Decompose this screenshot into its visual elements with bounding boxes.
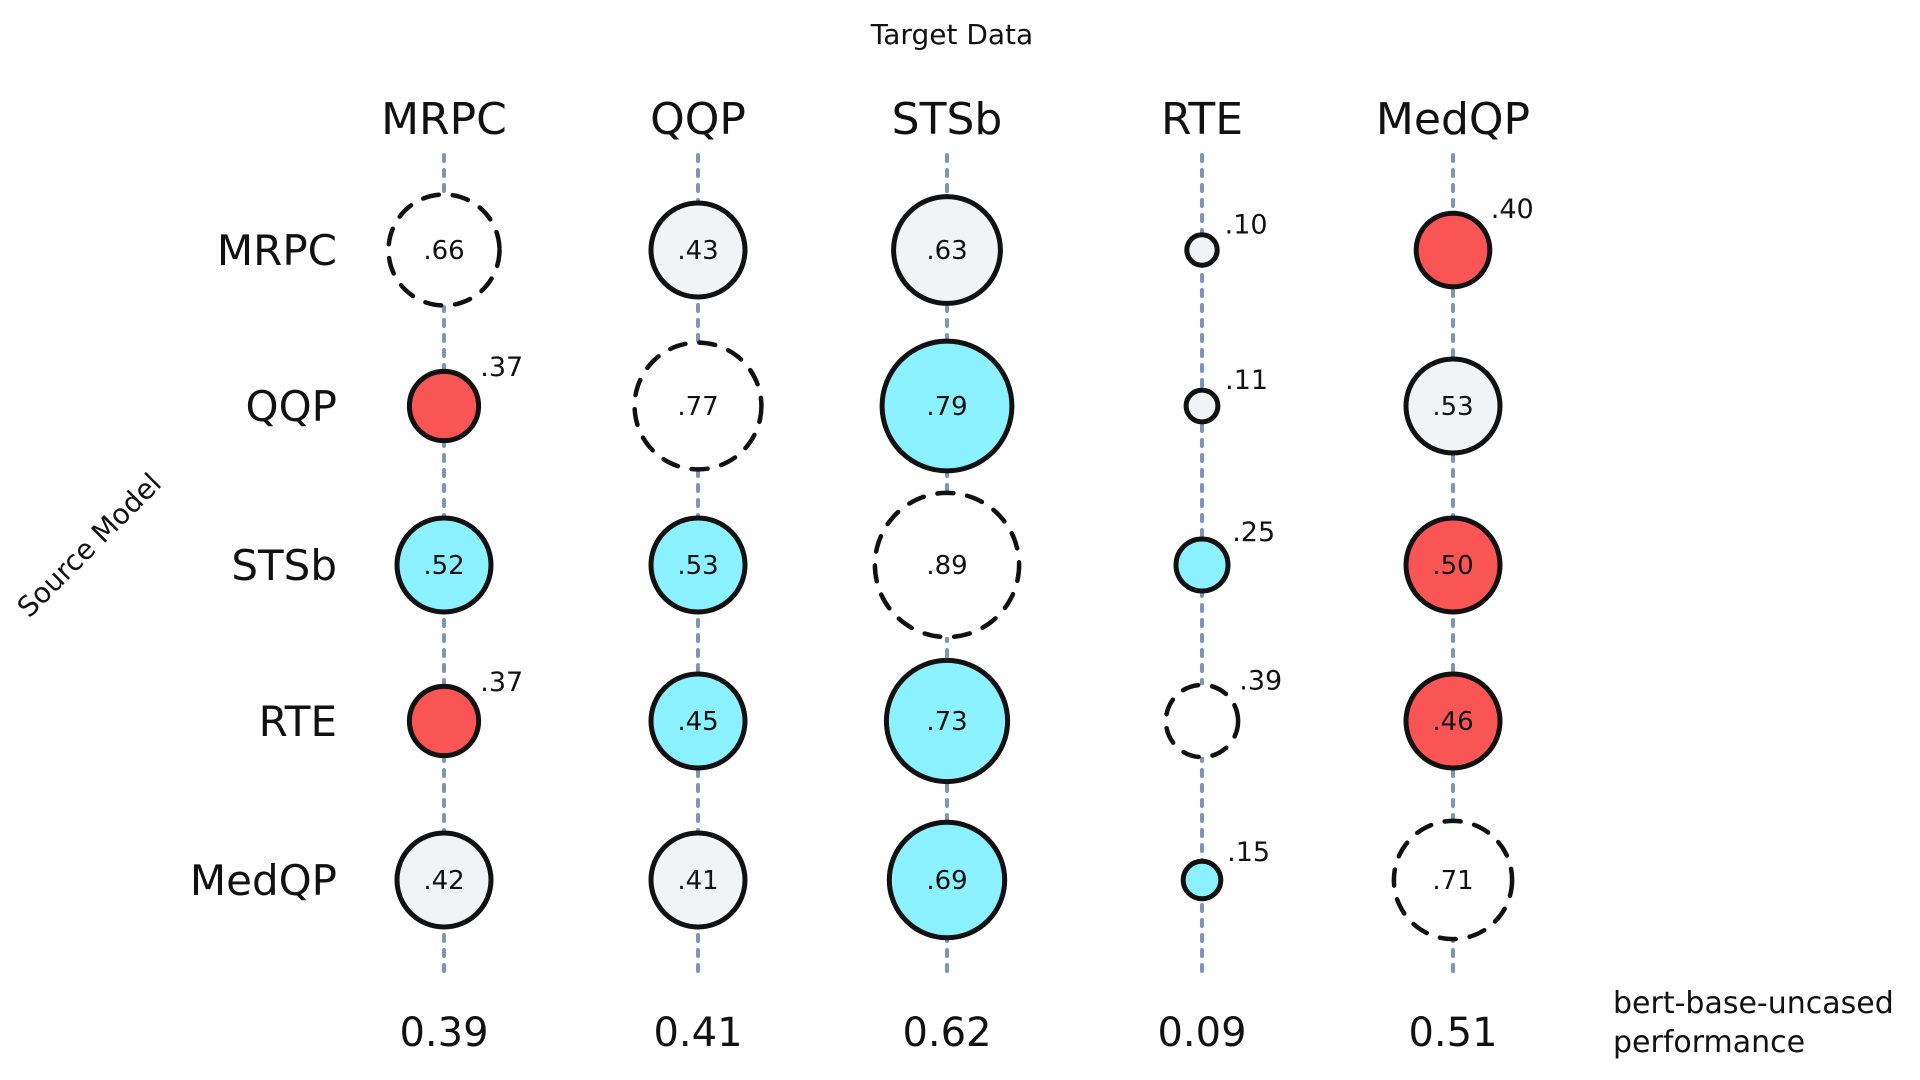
bubble-cell: .43 (648, 200, 748, 300)
column-header: QQP (650, 94, 746, 145)
baseline-value: 0.62 (902, 1010, 991, 1056)
bubble-worse (1403, 515, 1503, 615)
bubble-cell: .52 (394, 515, 494, 615)
bubble-cell: .79 (879, 338, 1015, 474)
bubble-diagonal (632, 340, 764, 472)
bubble-value-label: .11 (1225, 365, 1268, 396)
bubble-value-label: .41 (677, 866, 718, 896)
bubble-cell: .37 (406, 352, 523, 444)
column-header: STSb (892, 94, 1003, 145)
baseline-caption-line2: performance (1613, 1025, 1805, 1060)
bubble-value-label: .43 (677, 236, 718, 266)
bubble-value-label: .10 (1225, 209, 1268, 240)
bubble-cell: .25 (1173, 517, 1275, 594)
bubble-worse (1413, 210, 1493, 290)
bubble-value-label: .66 (423, 236, 464, 266)
bubble-neutral (1184, 232, 1220, 268)
bubble-value-label: .39 (1239, 666, 1282, 697)
bubble-cell: .71 (1391, 818, 1515, 942)
bubble-cell: .50 (1403, 515, 1503, 615)
bubble-better (648, 671, 748, 771)
bubble-neutral (891, 194, 1003, 306)
bubble-value-label: .53 (677, 551, 718, 581)
bubble-value-label: .73 (926, 707, 967, 737)
bubble-cell: .40 (1413, 194, 1534, 290)
column-headers: MRPC QQP STSb RTE MedQP (381, 94, 1530, 145)
baseline-caption-line1: bert-base-uncased (1613, 986, 1894, 1021)
column-header: MRPC (381, 94, 507, 145)
bubble-value-label: .45 (677, 707, 718, 737)
bubble-better (879, 338, 1015, 474)
bubble-better (648, 515, 748, 615)
bubble-value-label: .42 (423, 866, 464, 896)
bubble-value-label: .52 (423, 551, 464, 581)
bubble-value-label: .77 (677, 392, 718, 422)
bubble-cell: .69 (886, 819, 1008, 941)
column-header: RTE (1161, 94, 1243, 145)
baseline-value: 0.41 (653, 1010, 742, 1056)
bubble-diagonal (872, 490, 1022, 640)
bubble-neutral (394, 830, 494, 930)
row-label: QQP (246, 382, 337, 431)
bubble-value-label: .37 (480, 352, 523, 383)
bubble-better (1173, 536, 1231, 594)
bubble-diagonal (1391, 818, 1515, 942)
baseline-value: 0.51 (1408, 1010, 1497, 1056)
bubble-cell: .41 (648, 830, 748, 930)
bubble-neutral (1183, 387, 1221, 425)
baseline-value: 0.09 (1157, 1010, 1246, 1056)
bubble-value-label: .53 (1432, 392, 1473, 422)
bubble-neutral (648, 830, 748, 930)
baseline-values: 0.39 0.41 0.62 0.09 0.51 (399, 1010, 1497, 1056)
bubble-better (394, 515, 494, 615)
bubble-cell: .63 (891, 194, 1003, 306)
bubble-value-label: .63 (926, 236, 967, 266)
bubble-better (1180, 858, 1224, 902)
bubble-better (883, 657, 1011, 785)
bubble-cell: .53 (648, 515, 748, 615)
bubble-neutral (648, 200, 748, 300)
row-label: MedQP (190, 856, 337, 905)
bubble-diagonal (386, 192, 502, 308)
bubble-value-label: .71 (1432, 866, 1473, 896)
bubble-better (886, 819, 1008, 941)
row-label: MRPC (217, 226, 337, 275)
row-label: STSb (231, 541, 337, 590)
bubble-value-label: .50 (1432, 551, 1473, 581)
bubble-cell: .10 (1184, 209, 1268, 268)
bubble-cell: .77 (632, 340, 764, 472)
bubble-worse (1403, 671, 1503, 771)
bubble-cell: .37 (406, 667, 523, 759)
chart-title: Target Data (870, 18, 1033, 51)
bubble-value-label: .46 (1432, 707, 1473, 737)
bubble-value-label: .89 (926, 551, 967, 581)
y-axis-label: Source Model (11, 467, 168, 624)
bubble-cell: .89 (872, 490, 1022, 640)
bubble-value-label: .25 (1232, 517, 1275, 548)
baseline-value: 0.39 (399, 1010, 488, 1056)
bubble-diagonal (1163, 682, 1241, 760)
bubble-cell: .66 (386, 192, 502, 308)
row-labels: MRPC QQP STSb RTE MedQP (190, 226, 337, 905)
bubble-cell: .15 (1180, 837, 1270, 902)
bubble-value-label: .37 (480, 667, 523, 698)
bubbles: .66 .43 .63 .10 .40 .37 .77 .79 .11 .53 .52 .53 .89.… (386, 192, 1534, 942)
row-label: RTE (259, 697, 337, 746)
bubble-cell: .53 (1403, 356, 1503, 456)
bubble-cell: .11 (1183, 365, 1268, 425)
bubble-neutral (1403, 356, 1503, 456)
bubble-value-label: .15 (1227, 837, 1270, 868)
column-header: MedQP (1376, 94, 1530, 145)
bubble-cell: .46 (1403, 671, 1503, 771)
bubble-worse (406, 368, 482, 444)
bubble-cell: .45 (648, 671, 748, 771)
bubble-cell: .42 (394, 830, 494, 930)
bubble-cell: .73 (883, 657, 1011, 785)
bubble-worse (406, 683, 482, 759)
bubble-cell: .39 (1163, 666, 1282, 760)
bubble-value-label: .79 (926, 392, 967, 422)
bubble-value-label: .40 (1491, 194, 1534, 225)
bubble-value-label: .69 (926, 866, 967, 896)
